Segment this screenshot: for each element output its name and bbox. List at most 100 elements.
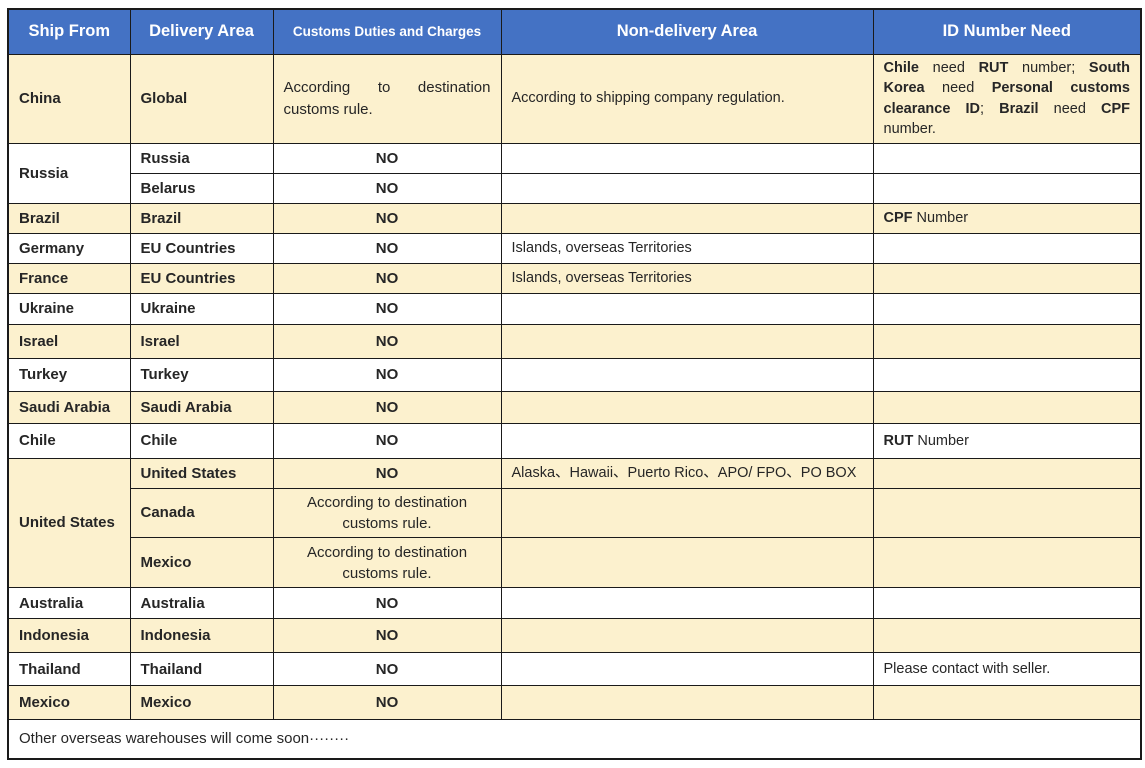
header-row: Ship From Delivery Area Customs Duties a… <box>7 8 1142 55</box>
row-australia: Australia Australia NO <box>7 587 1142 620</box>
cell-area-russia: Russia <box>129 142 274 174</box>
cell-area-australia: Australia <box>129 587 274 620</box>
cell-ship-russia: Russia <box>7 142 131 204</box>
cell-customs-australia: NO <box>272 587 502 620</box>
cell-nondelivery-chile <box>500 422 874 459</box>
header-delivery-area: Delivery Area <box>129 8 274 55</box>
cell-customs-germany: NO <box>272 232 502 264</box>
row-us-canada: Canada According to destination customs … <box>8 487 1142 539</box>
header-ship-from: Ship From <box>7 8 131 55</box>
cell-customs-israel: NO <box>272 323 502 359</box>
cell-id-france <box>872 262 1142 294</box>
row-thailand: Thailand Thailand NO Please contact with… <box>7 652 1142 687</box>
cell-id-united-states <box>872 457 1142 489</box>
cell-id-mexico-us <box>872 537 1142 589</box>
cell-id-brazil: CPF Number <box>872 202 1142 234</box>
cell-area-germany: EU Countries <box>129 232 274 264</box>
cell-nondelivery-australia <box>500 587 874 620</box>
cell-nondelivery-mexico-us <box>500 537 874 589</box>
cell-id-thailand: Please contact with seller. <box>872 652 1142 687</box>
cell-area-saudi-arabia: Saudi Arabia <box>129 390 274 424</box>
cell-nondelivery-ukraine <box>500 292 874 325</box>
row-saudi-arabia: Saudi Arabia Saudi Arabia NO <box>7 390 1142 424</box>
cell-ship-australia: Australia <box>7 587 131 620</box>
row-germany: Germany EU Countries NO Islands, oversea… <box>7 232 1142 264</box>
cell-area-mexico-us: Mexico <box>129 537 274 589</box>
cell-ship-germany: Germany <box>7 232 131 264</box>
cell-id-indonesia <box>872 618 1142 654</box>
cell-id-belarus <box>872 172 1142 204</box>
cell-id-russia <box>872 142 1142 174</box>
cell-area-chile: Chile <box>129 422 274 459</box>
cell-area-thailand: Thailand <box>129 652 274 687</box>
cell-area-ukraine: Ukraine <box>129 292 274 325</box>
cell-ship-saudi-arabia: Saudi Arabia <box>7 390 131 424</box>
cell-area-israel: Israel <box>129 323 274 359</box>
cell-customs-chile: NO <box>272 422 502 459</box>
cell-area-brazil: Brazil <box>129 202 274 234</box>
cell-customs-mexico-us: According to destination customs rule. <box>272 537 502 589</box>
cell-nondelivery-united-states: Alaska、Hawaii、Puerto Rico、APO/ FPO、PO BO… <box>500 457 874 489</box>
cell-id-chile: RUT Number <box>872 422 1142 459</box>
footer-note: Other overseas warehouses will come soon… <box>7 719 1142 760</box>
cell-id-germany <box>872 232 1142 264</box>
cell-id-china: Chile need RUT number; South Korea need … <box>872 53 1142 144</box>
shipping-info-table: Ship From Delivery Area Customs Duties a… <box>7 8 1142 760</box>
row-israel: Israel Israel NO <box>7 323 1142 359</box>
cell-customs-france: NO <box>272 262 502 294</box>
cell-area-indonesia: Indonesia <box>129 618 274 654</box>
cell-ship-israel: Israel <box>7 323 131 359</box>
cell-ship-mexico: Mexico <box>7 685 131 721</box>
cell-customs-russia: NO <box>272 142 502 174</box>
row-ukraine: Ukraine Ukraine NO <box>7 292 1142 325</box>
row-us-domestic: United States United States NO Alaska、Ha… <box>7 457 1142 589</box>
cell-area-mexico: Mexico <box>129 685 274 721</box>
cell-id-mexico <box>872 685 1142 721</box>
row-russia-belarus: Belarus NO <box>8 172 1142 204</box>
cell-ship-chile: Chile <box>7 422 131 459</box>
cell-customs-china: According to destination customs rule. <box>272 53 502 144</box>
cell-nondelivery-israel <box>500 323 874 359</box>
cell-nondelivery-russia <box>500 142 874 174</box>
cell-nondelivery-mexico <box>500 685 874 721</box>
cell-nondelivery-thailand <box>500 652 874 687</box>
cell-nondelivery-china: According to shipping company regulation… <box>500 53 874 144</box>
header-id-number-need: ID Number Need <box>872 8 1142 55</box>
cell-area-turkey: Turkey <box>129 357 274 392</box>
cell-nondelivery-belarus <box>500 172 874 204</box>
cell-area-canada: Canada <box>129 487 274 539</box>
cell-customs-ukraine: NO <box>272 292 502 325</box>
cell-id-ukraine <box>872 292 1142 325</box>
header-non-delivery-area: Non-delivery Area <box>500 8 874 55</box>
cell-customs-canada: According to destination customs rule. <box>272 487 502 539</box>
cell-ship-china: China <box>7 53 131 144</box>
cell-ship-indonesia: Indonesia <box>7 618 131 654</box>
cell-id-turkey <box>872 357 1142 392</box>
cell-ship-turkey: Turkey <box>7 357 131 392</box>
cell-nondelivery-saudi-arabia <box>500 390 874 424</box>
row-footer-note: Other overseas warehouses will come soon… <box>7 719 1142 760</box>
cell-ship-brazil: Brazil <box>7 202 131 234</box>
row-chile: Chile Chile NO RUT Number <box>7 422 1142 459</box>
cell-customs-brazil: NO <box>272 202 502 234</box>
cell-nondelivery-france: Islands, overseas Territories <box>500 262 874 294</box>
cell-ship-ukraine: Ukraine <box>7 292 131 325</box>
cell-ship-thailand: Thailand <box>7 652 131 687</box>
row-indonesia: Indonesia Indonesia NO <box>7 618 1142 654</box>
cell-area-belarus: Belarus <box>129 172 274 204</box>
row-russia-russia: Russia Russia NO <box>7 142 1142 204</box>
cell-nondelivery-germany: Islands, overseas Territories <box>500 232 874 264</box>
header-customs-duties: Customs Duties and Charges <box>272 8 502 55</box>
cell-customs-turkey: NO <box>272 357 502 392</box>
cell-nondelivery-brazil <box>500 202 874 234</box>
cell-customs-saudi-arabia: NO <box>272 390 502 424</box>
row-mexico: Mexico Mexico NO <box>7 685 1142 721</box>
cell-area-united-states: United States <box>129 457 274 489</box>
row-turkey: Turkey Turkey NO <box>7 357 1142 392</box>
cell-customs-indonesia: NO <box>272 618 502 654</box>
row-us-mexico: Mexico According to destination customs … <box>8 537 1142 589</box>
row-china: China Global According to destination cu… <box>7 53 1142 144</box>
cell-area-france: EU Countries <box>129 262 274 294</box>
cell-nondelivery-turkey <box>500 357 874 392</box>
row-france: France EU Countries NO Islands, overseas… <box>7 262 1142 294</box>
